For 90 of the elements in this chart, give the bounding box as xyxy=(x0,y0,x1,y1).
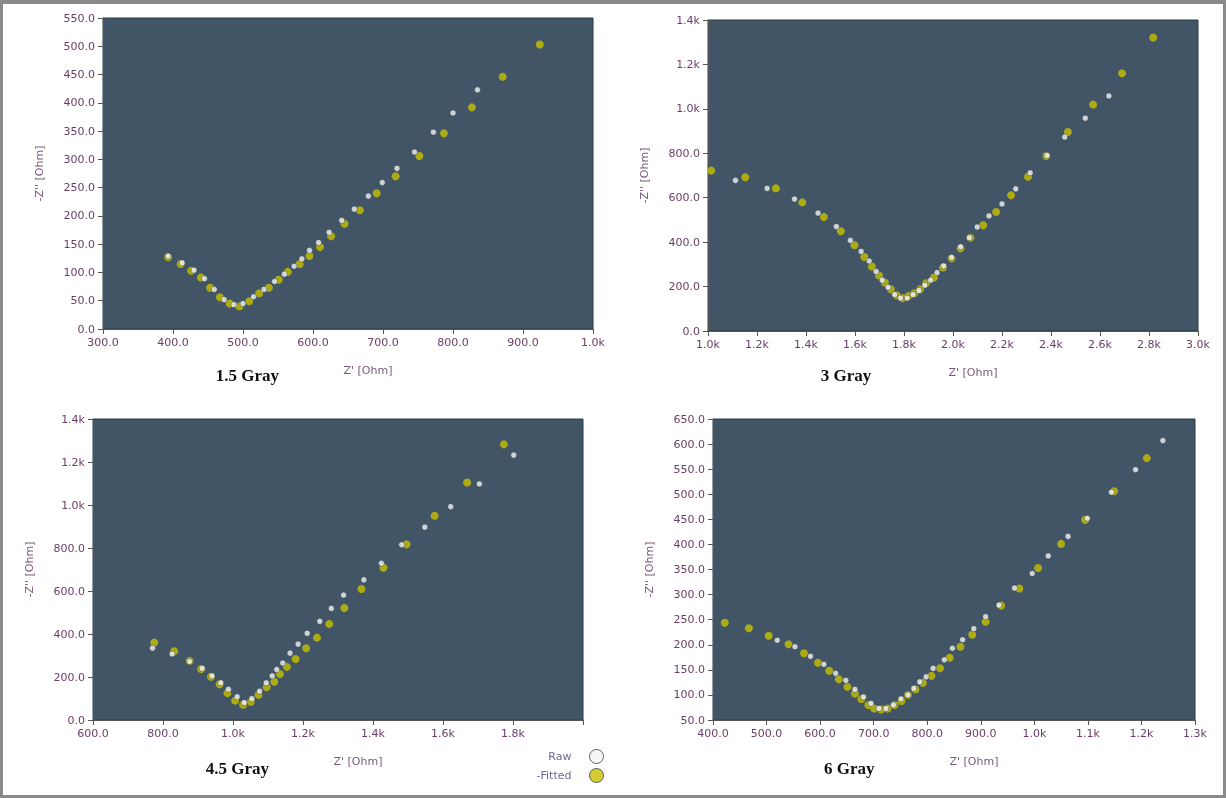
y-tick-label: 1.4k xyxy=(61,412,86,426)
x-tick-label: 1.0k xyxy=(221,727,246,740)
y-tick-label: 300.0 xyxy=(673,588,705,602)
y-tick-label: 550.0 xyxy=(63,11,95,25)
y-tick-label: 650.0 xyxy=(673,412,705,426)
x-tick-label: 400.0 xyxy=(157,336,189,349)
x-axis-title: Z' [Ohm] xyxy=(949,755,999,768)
x-tick-label: 800.0 xyxy=(437,336,469,349)
text: 4.5 Gray xyxy=(205,759,270,778)
y-tick-label: 100.0 xyxy=(63,265,95,279)
y-tick-label: 450.0 xyxy=(63,68,95,82)
x-tick-label: 400.0 xyxy=(697,727,729,740)
legend-label: -Fitted xyxy=(536,769,572,782)
legend-label: Raw xyxy=(548,750,572,763)
y-tick-label: 1.4k xyxy=(676,13,701,27)
x-tick-label: 2.4k xyxy=(1039,338,1064,351)
x-tick-label: 2.6k xyxy=(1088,338,1113,351)
y-tick-label: 1.2k xyxy=(676,57,701,71)
y-axis-title: -Z'' [Ohm] xyxy=(638,147,651,204)
y-tick-label: 400.0 xyxy=(668,235,700,249)
x-tick-label: 600.0 xyxy=(804,727,836,740)
x-tick-label: 600.0 xyxy=(297,336,329,349)
y-tick-label: 150.0 xyxy=(63,237,95,251)
x-tick-label: 3.0k xyxy=(1186,338,1211,351)
y-tick-label: 1.2k xyxy=(61,455,86,469)
y-tick-label: 200.0 xyxy=(673,638,705,652)
y-tick-label: 200.0 xyxy=(668,280,700,294)
x-tick-label: 800.0 xyxy=(911,727,943,740)
x-tick-label: 500.0 xyxy=(227,336,259,349)
y-tick-label: 150.0 xyxy=(673,663,705,677)
y-tick-label: 600.0 xyxy=(668,191,700,205)
y-axis-title: -Z'' [Ohm] xyxy=(33,145,46,202)
y-axis-title: -Z'' [Ohm] xyxy=(643,541,656,598)
x-tick-label: 1.8k xyxy=(892,338,917,351)
y-tick-label: 1.0k xyxy=(61,498,86,512)
text: 1.5 Gray xyxy=(215,366,280,385)
x-tick-label: 700.0 xyxy=(857,727,890,740)
y-tick-label: 0.0 xyxy=(682,324,700,338)
x-tick-label: 2.2k xyxy=(990,338,1015,351)
x-tick-label: 2.8k xyxy=(1137,338,1162,351)
y-tick-label: 400.0 xyxy=(63,96,95,110)
y-tick-label: 600.0 xyxy=(673,437,705,451)
y-tick-label: 250.0 xyxy=(63,181,95,195)
y-tick-label: 200.0 xyxy=(53,670,85,684)
y-tick-label: 1.0k xyxy=(676,102,701,116)
y-tick-label: 800.0 xyxy=(668,146,700,160)
y-tick-label: 600.0 xyxy=(53,584,85,598)
y-tick-label: 350.0 xyxy=(63,124,95,138)
x-tick-label: 500.0 xyxy=(750,727,783,740)
x-tick-label: 1.2k xyxy=(291,727,316,740)
y-axis-title: -Z'' [Ohm] xyxy=(23,541,36,598)
x-tick-label: 1.8k xyxy=(501,727,526,740)
x-tick-label: 1.0k xyxy=(1022,727,1047,740)
x-tick-label: 1.4k xyxy=(794,338,819,351)
x-tick-label: 2.0k xyxy=(941,338,966,351)
x-tick-label: 1.0k xyxy=(696,338,721,351)
x-tick-label: 1.6k xyxy=(843,338,868,351)
y-tick-label: 50.0 xyxy=(680,713,705,727)
y-tick-label: 400.0 xyxy=(673,537,705,551)
x-tick-label: 1.2k xyxy=(1129,727,1154,740)
y-tick-label: 400.0 xyxy=(53,627,85,641)
x-tick-label: 900.0 xyxy=(965,727,997,740)
y-tick-label: 0.0 xyxy=(77,322,95,336)
x-axis-title: Z' [Ohm] xyxy=(343,364,393,377)
y-tick-label: 200.0 xyxy=(63,209,95,223)
x-tick-label: 1.2k xyxy=(745,338,770,351)
text: 3 Gray xyxy=(820,366,872,385)
x-tick-label: 800.0 xyxy=(147,727,179,740)
y-tick-label: 350.0 xyxy=(673,563,705,576)
x-tick-label: 300.0 xyxy=(87,336,119,349)
y-tick-label: 500.0 xyxy=(63,39,95,53)
y-tick-label: 250.0 xyxy=(673,613,705,627)
text: 6 Gray xyxy=(824,759,876,778)
x-axis-title: Z' [Ohm] xyxy=(333,755,383,768)
x-tick-label: 900.0 xyxy=(507,336,539,349)
y-tick-label: 550.0 xyxy=(673,462,705,476)
y-tick-label: 500.0 xyxy=(673,487,705,501)
x-tick-label: 1.0k xyxy=(581,336,606,349)
x-tick-label: 1.6k xyxy=(431,727,456,740)
y-tick-label: 0.0 xyxy=(67,713,85,727)
x-tick-label: 1.3k xyxy=(1183,727,1208,740)
y-tick-label: 800.0 xyxy=(53,541,85,555)
x-tick-label: 1.1k xyxy=(1075,727,1101,740)
x-tick-label: 1.4k xyxy=(361,727,386,740)
y-tick-label: 50.0 xyxy=(70,294,95,308)
x-axis-title: Z' [Ohm] xyxy=(948,366,998,379)
x-tick-label: 700.0 xyxy=(367,336,399,349)
y-tick-label: 450.0 xyxy=(673,512,705,526)
y-tick-label: 100.0 xyxy=(673,688,705,702)
y-tick-label: 300.0 xyxy=(63,152,95,166)
